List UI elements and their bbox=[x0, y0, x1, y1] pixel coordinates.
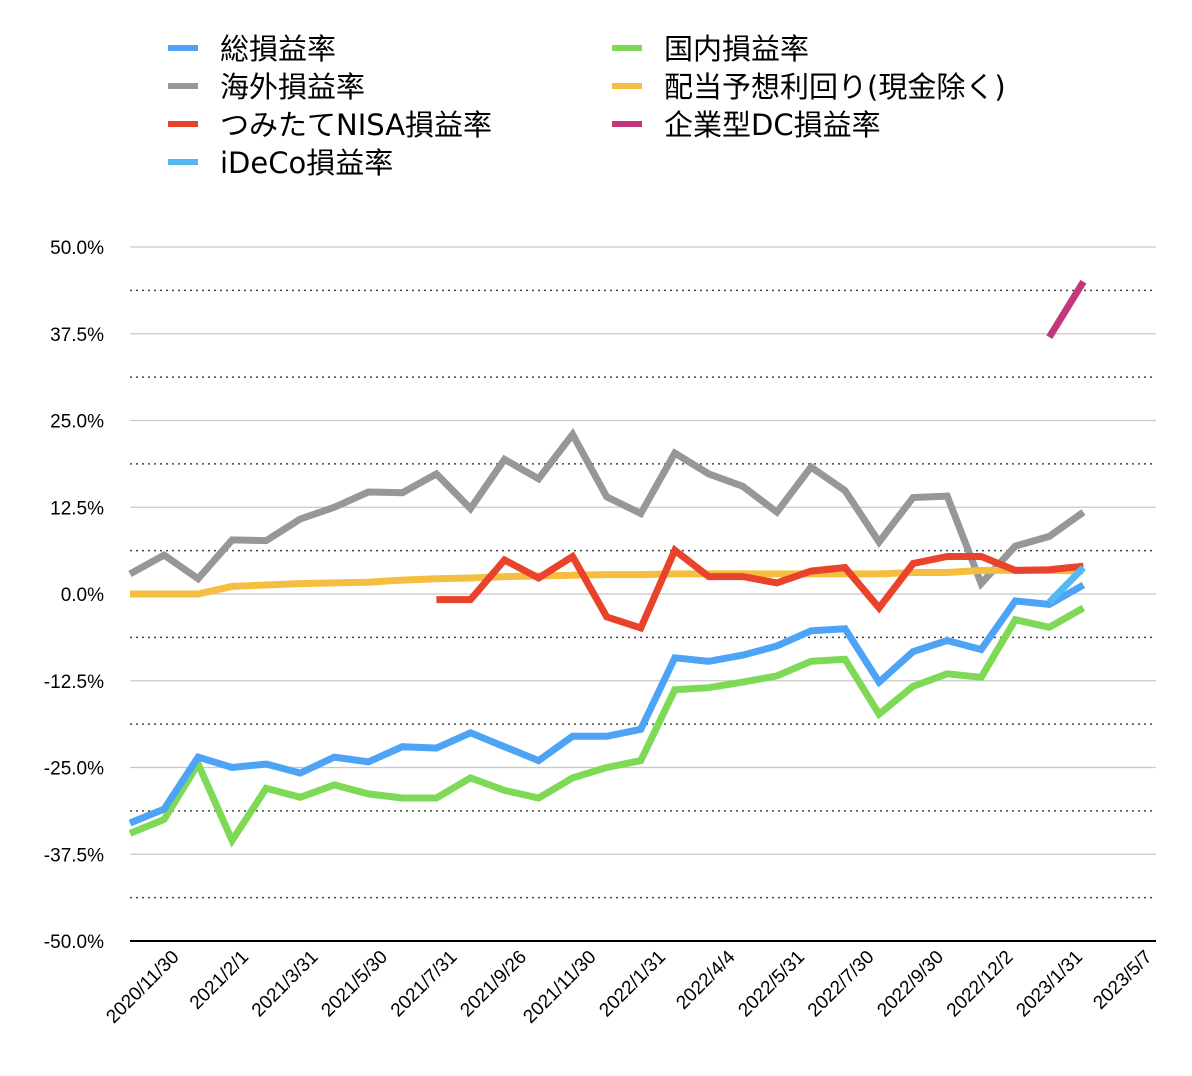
y-tick-label: -12.5% bbox=[44, 672, 104, 693]
y-tick-label: -25.0% bbox=[44, 759, 104, 780]
series-line bbox=[128, 581, 1086, 827]
series-line bbox=[128, 428, 1086, 591]
x-tick-label: 2022/9/30 bbox=[873, 947, 948, 1022]
x-tick-label: 2021/9/26 bbox=[456, 947, 531, 1022]
x-tick-label: 2021/7/31 bbox=[387, 947, 462, 1022]
y-axis-ticks: 50.0% 37.5% 25.0% 12.5% 0.0% -12.5% -25.0% -37.… bbox=[44, 238, 104, 953]
legend-label: 企業型DC損益率 bbox=[664, 108, 881, 142]
series-line bbox=[128, 604, 1086, 848]
x-tick-label: 2021/11/30 bbox=[519, 947, 600, 1028]
x-tick-label: 2022/1/31 bbox=[595, 947, 670, 1022]
series-lines bbox=[128, 279, 1087, 848]
x-tick-label: 2021/2/1 bbox=[186, 947, 253, 1014]
x-axis-ticks: 2020/11/30 2021/2/12021/3/312021/5/302021… bbox=[102, 946, 1156, 1027]
x-tick-label: 2023/5/7 bbox=[1089, 947, 1156, 1014]
y-tick-label: 37.5% bbox=[50, 325, 104, 346]
x-tick-label: 2022/4/4 bbox=[672, 946, 739, 1013]
y-tick-label: 0.0% bbox=[61, 585, 104, 606]
y-tick-label: -50.0% bbox=[44, 932, 104, 953]
legend-label: 総損益率 bbox=[220, 32, 336, 66]
y-tick-label: 50.0% bbox=[50, 238, 104, 259]
x-tick-label: 2021/5/30 bbox=[317, 947, 392, 1022]
series-line bbox=[1046, 279, 1087, 340]
legend-label: iDeCo損益率 bbox=[220, 146, 393, 180]
gridlines bbox=[130, 246, 1156, 899]
y-tick-label: -37.5% bbox=[44, 845, 104, 866]
series-line bbox=[130, 566, 1084, 598]
y-tick-label: 12.5% bbox=[50, 498, 104, 519]
legend-label: 配当予想利回り(現金除く) bbox=[664, 70, 1006, 104]
x-tick-label: 2020/11/30 bbox=[102, 947, 183, 1028]
x-tick-label: 2022/12/2 bbox=[943, 947, 1018, 1022]
x-tick-label: 2023/1/31 bbox=[1012, 947, 1087, 1022]
legend-label: 国内損益率 bbox=[664, 32, 809, 66]
legend-label: 海外損益率 bbox=[220, 70, 365, 104]
x-tick-label: 2021/3/31 bbox=[248, 947, 323, 1022]
legend-label: つみたてNISA損益率 bbox=[220, 108, 492, 142]
series-line bbox=[1046, 565, 1086, 605]
series-line bbox=[436, 544, 1084, 633]
y-tick-label: 25.0% bbox=[50, 412, 104, 433]
x-tick-label: 2022/7/30 bbox=[804, 947, 879, 1022]
x-tick-label: 2022/5/31 bbox=[734, 947, 809, 1022]
